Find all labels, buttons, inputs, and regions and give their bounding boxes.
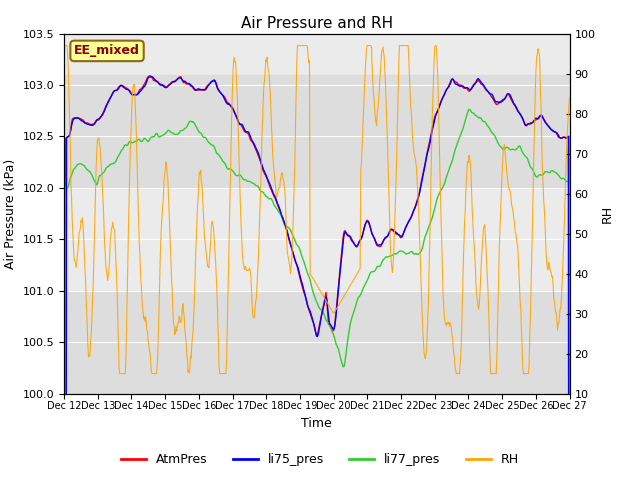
Y-axis label: Air Pressure (kPa): Air Pressure (kPa) <box>4 158 17 269</box>
Bar <box>64 75 570 188</box>
X-axis label: Time: Time <box>301 417 332 430</box>
Bar <box>64 291 570 394</box>
Legend: AtmPres, li75_pres, li77_pres, RH: AtmPres, li75_pres, li77_pres, RH <box>116 448 524 471</box>
Y-axis label: RH: RH <box>601 204 614 223</box>
Text: EE_mixed: EE_mixed <box>74 44 140 58</box>
Title: Air Pressure and RH: Air Pressure and RH <box>241 16 393 31</box>
